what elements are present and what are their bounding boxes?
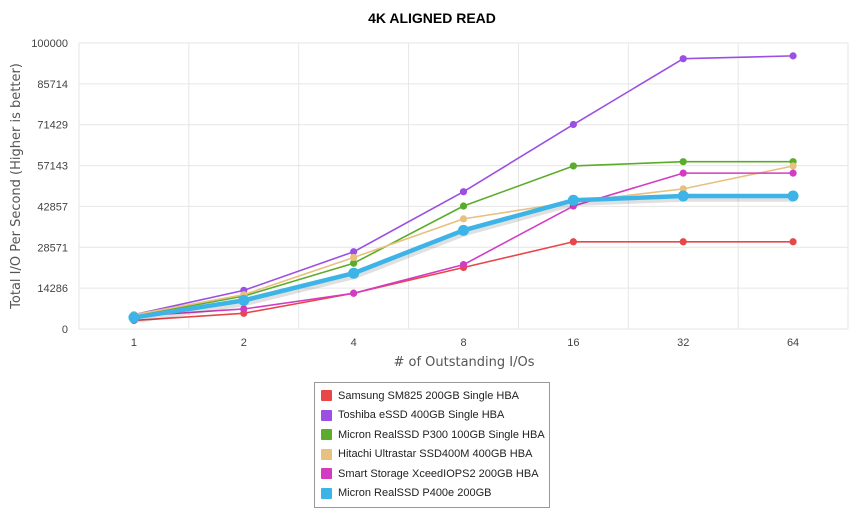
series-4 (130, 169, 797, 320)
legend-item[interactable]: Samsung SM825 200GB Single HBA (319, 386, 545, 406)
legend-swatch (321, 429, 332, 441)
data-point[interactable] (458, 224, 469, 236)
x-tick-label: 32 (677, 337, 689, 349)
y-tick-label: 100000 (31, 38, 68, 50)
x-tick-label: 2 (241, 337, 247, 349)
series-3 (130, 162, 797, 319)
data-point[interactable] (569, 238, 577, 246)
data-point[interactable] (679, 185, 687, 193)
data-point[interactable] (789, 52, 797, 60)
data-point[interactable] (348, 267, 360, 279)
y-tick-label: 57143 (37, 161, 68, 173)
data-point[interactable] (238, 294, 250, 306)
legend-item[interactable]: Smart Storage XceedIOPS2 200GB HBA (319, 464, 545, 484)
data-point[interactable] (459, 261, 468, 269)
legend-item[interactable]: Hitachi Ultrastar SSD400M 400GB HBA (319, 445, 545, 465)
x-tick-label: 4 (351, 337, 357, 349)
legend-swatch (321, 448, 332, 460)
legend-label: Hitachi Ultrastar SSD400M 400GB HBA (338, 448, 533, 461)
legend-label: Micron RealSSD P400e 200GB (338, 487, 492, 500)
data-point[interactable] (679, 55, 687, 63)
data-point[interactable] (567, 194, 579, 206)
data-point[interactable] (350, 259, 358, 267)
x-tick-label: 64 (787, 337, 799, 349)
x-tick-label: 16 (567, 337, 579, 349)
data-point[interactable] (677, 190, 689, 202)
legend-swatch (321, 487, 332, 499)
legend-item[interactable]: Micron RealSSD P400e 200GB (319, 484, 545, 504)
legend-label: Samsung SM825 200GB Single HBA (338, 389, 519, 402)
data-point[interactable] (569, 162, 577, 170)
series-line (133, 55, 794, 316)
data-point[interactable] (789, 238, 797, 246)
legend-item[interactable]: Micron RealSSD P300 100GB Single HBA (319, 425, 545, 445)
legend-swatch (321, 390, 332, 402)
legend-item[interactable]: Toshiba eSSD 400GB Single HBA (319, 406, 545, 426)
data-point[interactable] (787, 190, 799, 202)
legend: Samsung SM825 200GB Single HBA Toshiba eS… (314, 382, 550, 508)
data-point[interactable] (679, 169, 687, 177)
chart-title: 4K ALIGNED READ (368, 10, 496, 26)
data-point[interactable] (240, 305, 248, 313)
data-point[interactable] (789, 169, 797, 177)
legend-swatch (321, 409, 332, 421)
y-tick-label: 85714 (37, 79, 68, 91)
y-tick-label: 0 (62, 324, 68, 336)
y-tick-label: 71429 (37, 120, 68, 132)
data-point[interactable] (789, 162, 797, 170)
legend-swatch (321, 468, 332, 480)
y-axis-ticks: 0 14286 28571 42857 57143 71429 85714 100000 (31, 38, 68, 336)
data-point[interactable] (128, 312, 140, 324)
x-axis-ticks: 1 2 4 8 16 32 64 (131, 337, 799, 349)
data-point[interactable] (459, 188, 468, 196)
data-point[interactable] (459, 202, 468, 210)
series-line (131, 193, 796, 320)
y-axis-title: Total I/O Per Second (Higher is better) (9, 63, 24, 310)
legend-label: Toshiba eSSD 400GB Single HBA (338, 409, 505, 422)
line-chart: 4K ALIGNED READ 0 14286 28571 42857 57143 714… (9, 10, 849, 370)
y-tick-label: 14286 (37, 283, 68, 295)
y-tick-label: 42857 (37, 201, 68, 213)
data-point[interactable] (459, 215, 468, 223)
data-point[interactable] (350, 289, 358, 297)
data-point[interactable] (679, 158, 687, 166)
y-tick-label: 28571 (37, 242, 68, 254)
legend-label: Micron RealSSD P300 100GB Single HBA (338, 428, 545, 441)
data-point[interactable] (350, 248, 358, 256)
x-tick-label: 1 (131, 337, 137, 349)
series-5 (128, 190, 799, 324)
data-point[interactable] (569, 120, 577, 129)
series-layer (128, 52, 799, 325)
legend-label: Smart Storage XceedIOPS2 200GB HBA (338, 467, 539, 480)
data-point[interactable] (679, 238, 687, 246)
data-point[interactable] (350, 253, 358, 262)
series-0 (130, 238, 797, 325)
series-line (133, 240, 794, 322)
x-axis-title: # of Outstanding I/Os (393, 355, 534, 370)
grid-lines (78, 42, 849, 330)
series-2 (130, 158, 797, 320)
x-tick-label: 8 (460, 337, 466, 349)
